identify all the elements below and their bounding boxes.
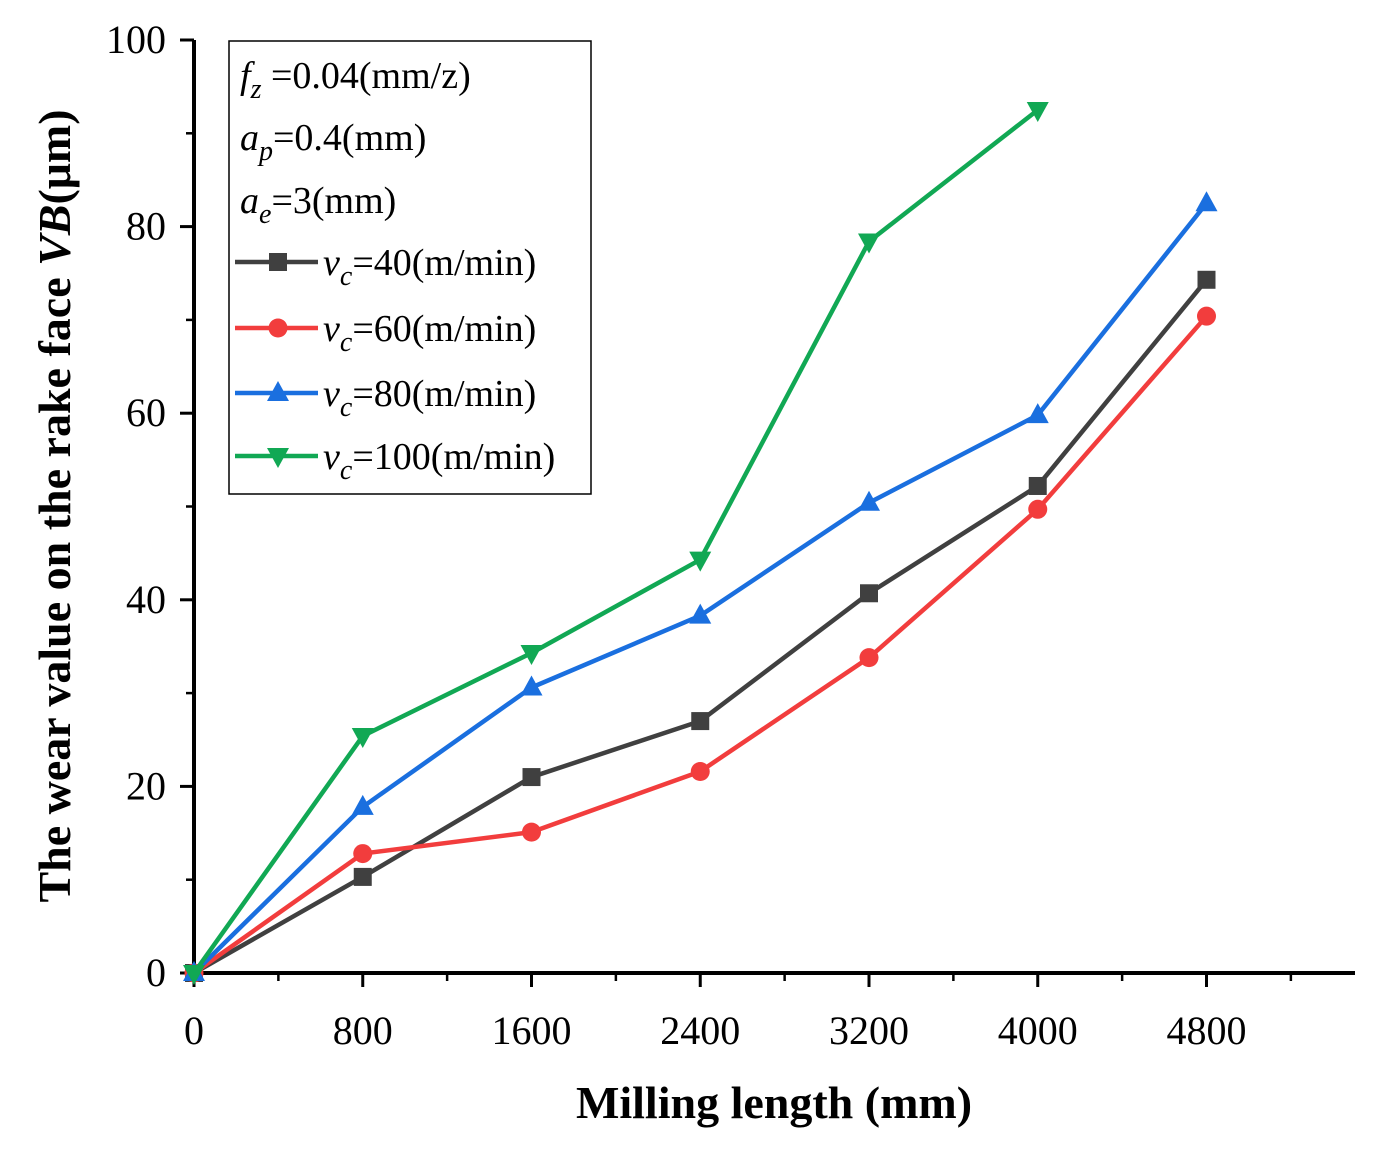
- legend-var: v: [323, 308, 340, 350]
- data-point: [858, 233, 880, 254]
- ticks: [180, 38, 1293, 987]
- data-point: [351, 794, 374, 815]
- data-point: [353, 844, 373, 864]
- data-point: [1028, 476, 1047, 495]
- condition-value: =3(mm): [271, 180, 396, 222]
- legend-name: =100(m/min): [352, 436, 555, 478]
- y-tick-label: 80: [126, 204, 166, 249]
- legend-var: v: [323, 436, 340, 478]
- data-point: [520, 675, 543, 696]
- legend-var: v: [323, 242, 340, 284]
- data-point: [522, 822, 541, 842]
- legend-marker: [268, 318, 288, 338]
- data-point: [691, 712, 710, 731]
- x-tick-label: 0: [184, 1008, 204, 1053]
- data-point: [1026, 403, 1049, 424]
- condition-sub: z: [250, 74, 262, 105]
- legend-label: vc=60(m/min): [323, 308, 536, 358]
- condition-value: =0.4(mm): [273, 117, 426, 159]
- data-point: [520, 644, 543, 665]
- legend-entry-3: vc=100(m/min): [235, 436, 555, 486]
- data-point: [351, 728, 374, 749]
- data-point: [859, 648, 879, 668]
- series-layer: [183, 101, 1218, 985]
- y-tick-label: 20: [126, 763, 166, 808]
- legend-marker: [269, 253, 287, 271]
- legend-var: v: [323, 373, 340, 415]
- legend: fz =0.04(mm/z)ap=0.4(mm)ae=3(mm) vc=40(m…: [228, 40, 592, 495]
- series-3: [183, 101, 1049, 985]
- legend-sub: c: [340, 392, 353, 423]
- series-2: [183, 191, 1218, 981]
- data-point: [183, 965, 205, 985]
- y-tick-label: 0: [146, 950, 166, 995]
- series-1: [184, 306, 1216, 983]
- legend-conditions: fz =0.04(mm/z)ap=0.4(mm)ae=3(mm): [240, 55, 471, 230]
- legend-box: [228, 40, 592, 495]
- y-axis-title-prefix: The wear value on the rake face: [29, 266, 80, 903]
- data-point: [353, 867, 372, 886]
- legend-sub: c: [340, 327, 353, 358]
- legend-label: vc=40(m/min): [323, 242, 536, 292]
- data-point: [858, 490, 880, 511]
- x-tick-label: 1600: [492, 1008, 572, 1053]
- condition-sub: p: [257, 136, 273, 167]
- legend-name: =80(m/min): [352, 373, 536, 415]
- legend-marker: [267, 381, 289, 401]
- legend-label: vc=80(m/min): [323, 373, 536, 423]
- condition-var: a: [240, 117, 259, 159]
- x-tick-label: 4000: [998, 1008, 1078, 1053]
- y-axis-title-unit: (μm): [29, 109, 80, 204]
- data-point: [689, 603, 712, 624]
- series-line: [192, 108, 1040, 975]
- x-tick-label: 3200: [829, 1008, 909, 1053]
- data-point: [1195, 191, 1218, 212]
- legend-series: vc=40(m/min)vc=60(m/min)vc=80(m/min)vc=1…: [235, 242, 555, 486]
- x-tick-label: 4800: [1167, 1008, 1247, 1053]
- legend-condition: ap=0.4(mm): [240, 117, 426, 167]
- data-point: [689, 551, 712, 572]
- legend-marker: [267, 448, 289, 468]
- data-point: [522, 768, 541, 787]
- data-point: [1028, 499, 1048, 519]
- data-point: [1197, 270, 1216, 289]
- legend-sub: c: [340, 261, 353, 292]
- legend-entry-2: vc=80(m/min): [235, 373, 536, 423]
- legend-condition: ae=3(mm): [240, 180, 396, 230]
- y-axis-title-var: VB: [29, 205, 80, 266]
- legend-entry-1: vc=60(m/min): [235, 308, 536, 358]
- y-tick-label: 40: [126, 577, 166, 622]
- legend-name: =60(m/min): [352, 308, 536, 350]
- legend-entry-0: vc=40(m/min): [235, 242, 536, 292]
- legend-label: vc=100(m/min): [323, 436, 555, 486]
- tick-labels: 0 800 1600 2400 3200 4000 4800 0 20 40 60 80 100: [106, 17, 1247, 1053]
- x-axis-title: Milling length (mm): [576, 1077, 972, 1128]
- y-tick-label: 100: [106, 17, 166, 62]
- data-point: [1197, 306, 1216, 326]
- condition-value: =0.04(mm/z): [261, 55, 470, 97]
- data-point: [1026, 101, 1049, 122]
- y-axis-title: The wear value on the rake face VB(μm): [29, 109, 80, 902]
- legend-sub: c: [340, 455, 353, 486]
- condition-var: a: [240, 180, 259, 222]
- y-tick-label: 60: [126, 390, 166, 435]
- legend-name: =40(m/min): [352, 242, 536, 284]
- x-tick-label: 800: [333, 1008, 393, 1053]
- x-tick-label: 2400: [660, 1008, 740, 1053]
- data-point: [690, 761, 710, 781]
- condition-sub: e: [259, 199, 271, 230]
- data-point: [860, 584, 878, 603]
